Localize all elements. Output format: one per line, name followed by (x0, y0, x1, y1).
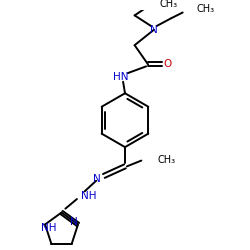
Text: NH: NH (81, 191, 96, 201)
Text: CH₃: CH₃ (196, 4, 214, 14)
Text: O: O (163, 60, 172, 70)
Text: NH: NH (41, 223, 57, 233)
Text: HN: HN (114, 72, 129, 82)
Text: N: N (150, 25, 158, 35)
Text: CH₃: CH₃ (160, 0, 178, 9)
Text: CH₃: CH₃ (158, 154, 176, 164)
Text: N: N (70, 216, 78, 226)
Text: N: N (93, 174, 101, 184)
